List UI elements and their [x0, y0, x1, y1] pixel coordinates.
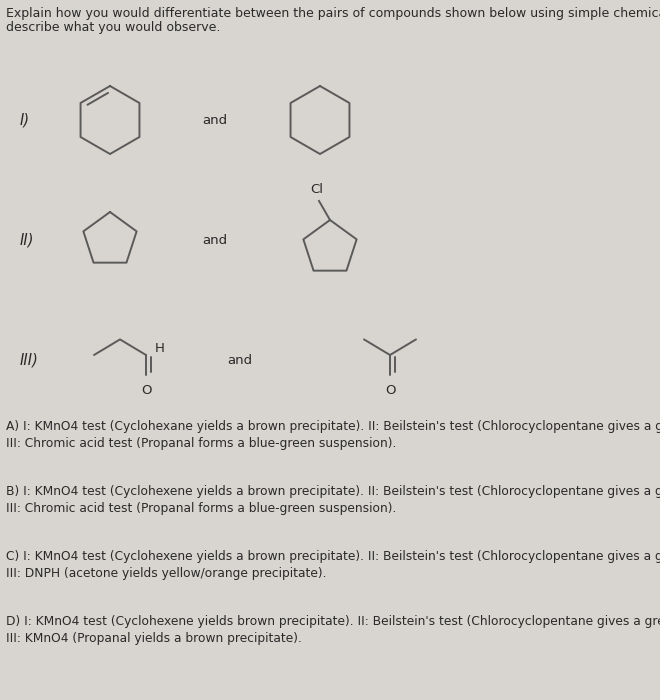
Text: B) I: KMnO4 test (Cyclohexene yields a brown precipitate). II: Beilstein's test : B) I: KMnO4 test (Cyclohexene yields a b… — [6, 485, 660, 515]
Text: III): III) — [20, 353, 39, 368]
Text: Explain how you would differentiate between the pairs of compounds shown below u: Explain how you would differentiate betw… — [6, 7, 660, 20]
Text: describe what you would observe.: describe what you would observe. — [6, 21, 220, 34]
Text: H: H — [155, 342, 165, 356]
Text: and: and — [203, 234, 228, 246]
Text: D) I: KMnO4 test (Cyclohexene yields brown precipitate). II: Beilstein's test (C: D) I: KMnO4 test (Cyclohexene yields bro… — [6, 615, 660, 645]
Text: A) I: KMnO4 test (Cyclohexane yields a brown precipitate). II: Beilstein's test : A) I: KMnO4 test (Cyclohexane yields a b… — [6, 420, 660, 450]
Text: II): II) — [20, 232, 34, 248]
Text: O: O — [141, 384, 151, 396]
Text: C) I: KMnO4 test (Cyclohexene yields a brown precipitate). II: Beilstein's test : C) I: KMnO4 test (Cyclohexene yields a b… — [6, 550, 660, 580]
Text: I): I) — [20, 113, 30, 127]
Text: Cl: Cl — [310, 183, 323, 196]
Text: O: O — [385, 384, 395, 396]
Text: and: and — [228, 354, 253, 367]
Text: and: and — [203, 113, 228, 127]
